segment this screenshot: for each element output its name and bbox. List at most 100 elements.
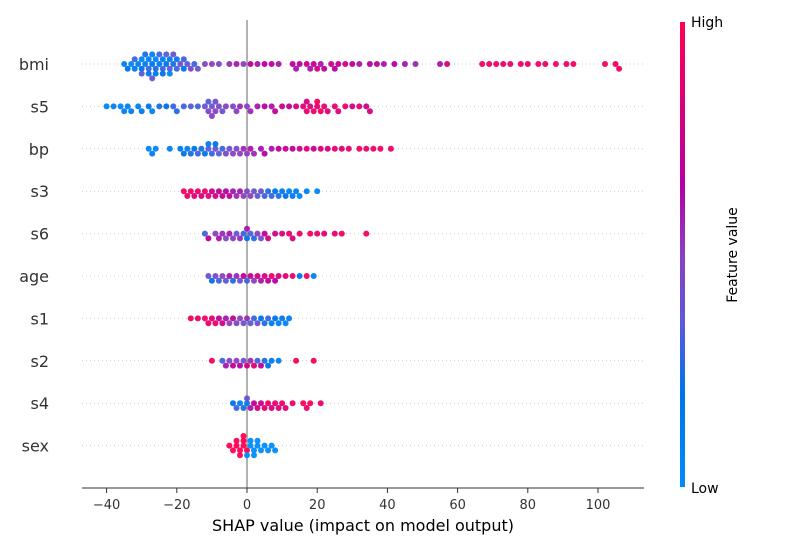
dot-age-19 — [272, 277, 279, 284]
dot-s2-7 — [240, 357, 247, 364]
dot-bmi-62 — [331, 65, 338, 72]
dot-s6-15 — [254, 230, 261, 237]
dot-bmi-58 — [314, 65, 321, 72]
dot-bmi-37 — [184, 61, 191, 67]
dot-bmi-39 — [191, 61, 198, 67]
dot-s3-22 — [258, 188, 264, 195]
dot-age-6 — [226, 273, 233, 279]
dot-s3-2 — [187, 188, 194, 195]
dot-s1-25 — [282, 320, 289, 327]
dot-bmi-52 — [289, 61, 296, 67]
dot-s6-25 — [314, 230, 321, 237]
dot-s4-5 — [244, 395, 250, 402]
dot-s3-11 — [219, 193, 226, 199]
x-tick-label: −20 — [163, 498, 190, 513]
dot-s5-10 — [156, 103, 163, 110]
dot-bp-19 — [222, 150, 229, 157]
dot-bp-32 — [282, 145, 289, 152]
dot-age-2 — [212, 273, 219, 279]
dot-bmi-15 — [149, 51, 156, 58]
dot-age-3 — [215, 277, 222, 284]
dot-s3-29 — [282, 193, 289, 199]
dot-s2-8 — [244, 362, 250, 369]
dot-sex-1 — [230, 447, 236, 454]
dot-s4-21 — [317, 400, 324, 407]
dot-s3-14 — [230, 188, 236, 195]
dot-s3-21 — [254, 193, 261, 199]
dot-s3-6 — [201, 188, 208, 195]
dot-s4-6 — [247, 405, 254, 411]
dot-s4-7 — [251, 400, 257, 407]
dot-bmi-8 — [138, 70, 145, 77]
dot-s3-7 — [205, 193, 212, 199]
dot-s3-8 — [208, 188, 215, 195]
dot-s5-15 — [187, 103, 194, 110]
feature-label-sex: sex — [22, 437, 49, 456]
dot-s3-30 — [286, 188, 293, 195]
dot-bmi-48 — [254, 61, 261, 67]
dot-s5-11 — [163, 103, 170, 110]
dot-bmi-57 — [310, 61, 317, 67]
dot-bp-12 — [205, 145, 212, 152]
dot-s3-27 — [275, 193, 282, 199]
dot-bp-40 — [338, 145, 345, 152]
dot-s5-1 — [110, 103, 117, 110]
dot-bmi-25 — [163, 61, 170, 67]
dot-age-22 — [289, 273, 296, 279]
dot-s6-24 — [307, 230, 314, 237]
dot-s1-23 — [275, 320, 282, 327]
dot-s3-26 — [272, 188, 279, 195]
dot-bmi-28 — [166, 56, 173, 63]
x-tick-label: 40 — [379, 498, 396, 513]
dot-age-16 — [261, 273, 268, 279]
dot-bmi-47 — [247, 61, 254, 67]
dot-bmi-22 — [159, 65, 166, 72]
dot-bp-20 — [226, 145, 233, 152]
dot-s5-36 — [279, 103, 286, 110]
dot-bp-34 — [296, 145, 303, 152]
dot-sex-12 — [247, 437, 254, 444]
dot-bp-35 — [303, 145, 310, 152]
colorbar-high-label: High — [691, 15, 723, 31]
dot-bp-9 — [194, 150, 201, 157]
dot-s6-16 — [258, 235, 264, 242]
dot-age-15 — [258, 277, 264, 284]
dot-bmi-35 — [180, 65, 187, 72]
dot-sex-4 — [237, 447, 243, 454]
dot-bmi-64 — [342, 61, 349, 67]
dot-bmi-77 — [493, 61, 500, 67]
dot-bp-0 — [145, 145, 152, 152]
dot-bp-10 — [198, 145, 205, 152]
dot-s6-20 — [279, 230, 286, 237]
dot-bmi-31 — [170, 51, 177, 58]
dot-s4-12 — [268, 405, 275, 411]
dot-s1-2 — [201, 315, 208, 322]
dot-s5-12 — [170, 103, 177, 110]
dot-bmi-26 — [163, 51, 170, 58]
dot-bp-16 — [212, 141, 219, 147]
dot-s2-9 — [247, 357, 254, 364]
dot-s5-42 — [307, 103, 314, 110]
dot-bp-1 — [149, 150, 156, 157]
dot-s1-6 — [215, 315, 222, 322]
dot-s5-22 — [212, 108, 219, 115]
dot-s3-28 — [279, 188, 286, 195]
dot-age-0 — [205, 273, 212, 279]
dot-s5-38 — [293, 103, 300, 110]
dot-s4-10 — [261, 405, 268, 411]
dot-sex-10 — [244, 452, 250, 459]
dot-s2-1 — [219, 357, 226, 364]
dot-s2-18 — [310, 357, 317, 364]
dot-sex-11 — [247, 442, 254, 449]
dot-s5-47 — [321, 103, 328, 110]
dot-s5-29 — [237, 103, 243, 110]
dot-s6-27 — [331, 230, 338, 237]
dot-bp-3 — [166, 145, 173, 152]
dot-bp-27 — [251, 150, 257, 157]
feature-label-age: age — [19, 267, 49, 286]
colorbar-title: Feature value — [725, 207, 741, 303]
dot-s6-8 — [233, 230, 240, 237]
dot-s3-15 — [233, 193, 240, 199]
dot-bmi-49 — [261, 61, 268, 67]
dot-s4-18 — [300, 400, 307, 407]
